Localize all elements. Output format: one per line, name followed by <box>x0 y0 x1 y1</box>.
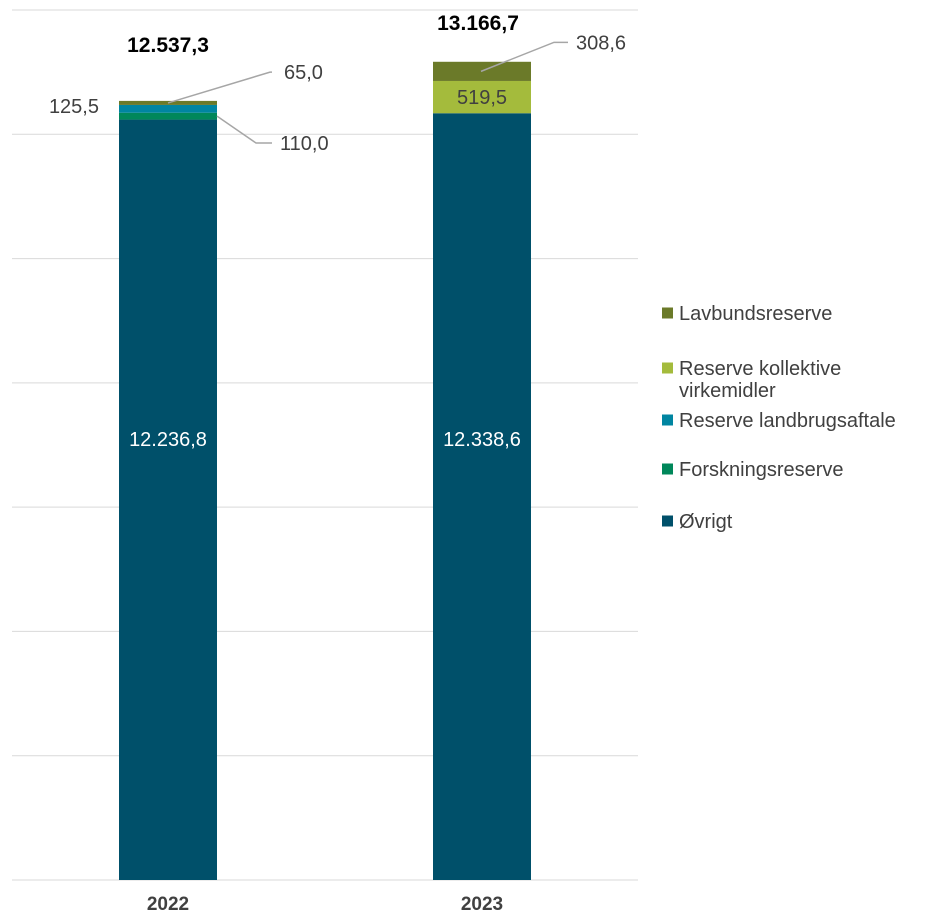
callout-label-2022-reserve-landbrugsaftale: 125,5 <box>49 96 99 118</box>
bar-2022-forskningsreserve <box>119 112 217 120</box>
bar-2023-reserve-kollektive-virkemidler <box>433 80 531 114</box>
leader-2022-forskningsreserve <box>216 115 272 144</box>
x-tick-2023: 2023 <box>461 894 503 915</box>
bar-2022-ovrigt <box>119 119 217 880</box>
bar-2022-reserve-landbrugsaftale <box>119 104 217 113</box>
legend-label-ovrigt: Øvrigt <box>679 511 733 533</box>
callout-label-2022-forskningsreserve: 110,0 <box>280 133 329 155</box>
callout-label-2023-lavbundsreserve: 308,6 <box>576 32 626 54</box>
x-axis-ticks: 2022 2023 <box>147 894 503 915</box>
bars <box>119 61 531 880</box>
bar-2023-ovrigt <box>433 113 531 880</box>
total-label-2022: 12.537,3 <box>127 34 209 57</box>
legend-label-reserve-kollektive: Reserve kollektive <box>679 358 841 380</box>
callout-label-2022-lavbundsreserve: 65,0 <box>284 62 323 84</box>
callout-leader-lines <box>167 41 568 144</box>
legend-label-reserve-kollektive: virkemidler <box>679 380 776 402</box>
legend-swatch-lavbundsreserve <box>662 307 673 319</box>
total-label-2023: 13.166,7 <box>437 12 519 35</box>
legend-swatch-forskningsreserve <box>662 463 673 475</box>
gridlines <box>12 9 638 881</box>
data-label-2023-reserve-kollektive: 519,5 <box>457 87 507 109</box>
data-label-2022-ovrigt: 12.236,8 <box>129 429 207 451</box>
legend-label-reserve-landbrugsaftale: Reserve landbrugsaftale <box>679 410 896 432</box>
legend-label-lavbundsreserve: Lavbundsreserve <box>679 303 832 325</box>
legend-swatch-reserve-landbrugsaftale <box>662 414 673 426</box>
total-labels: 12.537,3 13.166,7 <box>127 12 519 57</box>
legend-swatch-ovrigt <box>662 515 673 527</box>
leader-2022-lavbundsreserve <box>167 71 272 104</box>
leader-2023-lavbundsreserve <box>480 41 568 73</box>
legend: Lavbundsreserve Reserve kollektivevirkemi… <box>662 303 896 533</box>
x-tick-2022: 2022 <box>147 894 189 915</box>
data-label-2023-ovrigt: 12.338,6 <box>443 429 521 451</box>
legend-label-forskningsreserve: Forskningsreserve <box>679 459 844 481</box>
data-labels: 12.236,8 12.338,6 519,5 110,0 125,5 65,0… <box>49 32 626 450</box>
legend-swatch-reserve-kollektive <box>662 362 673 374</box>
